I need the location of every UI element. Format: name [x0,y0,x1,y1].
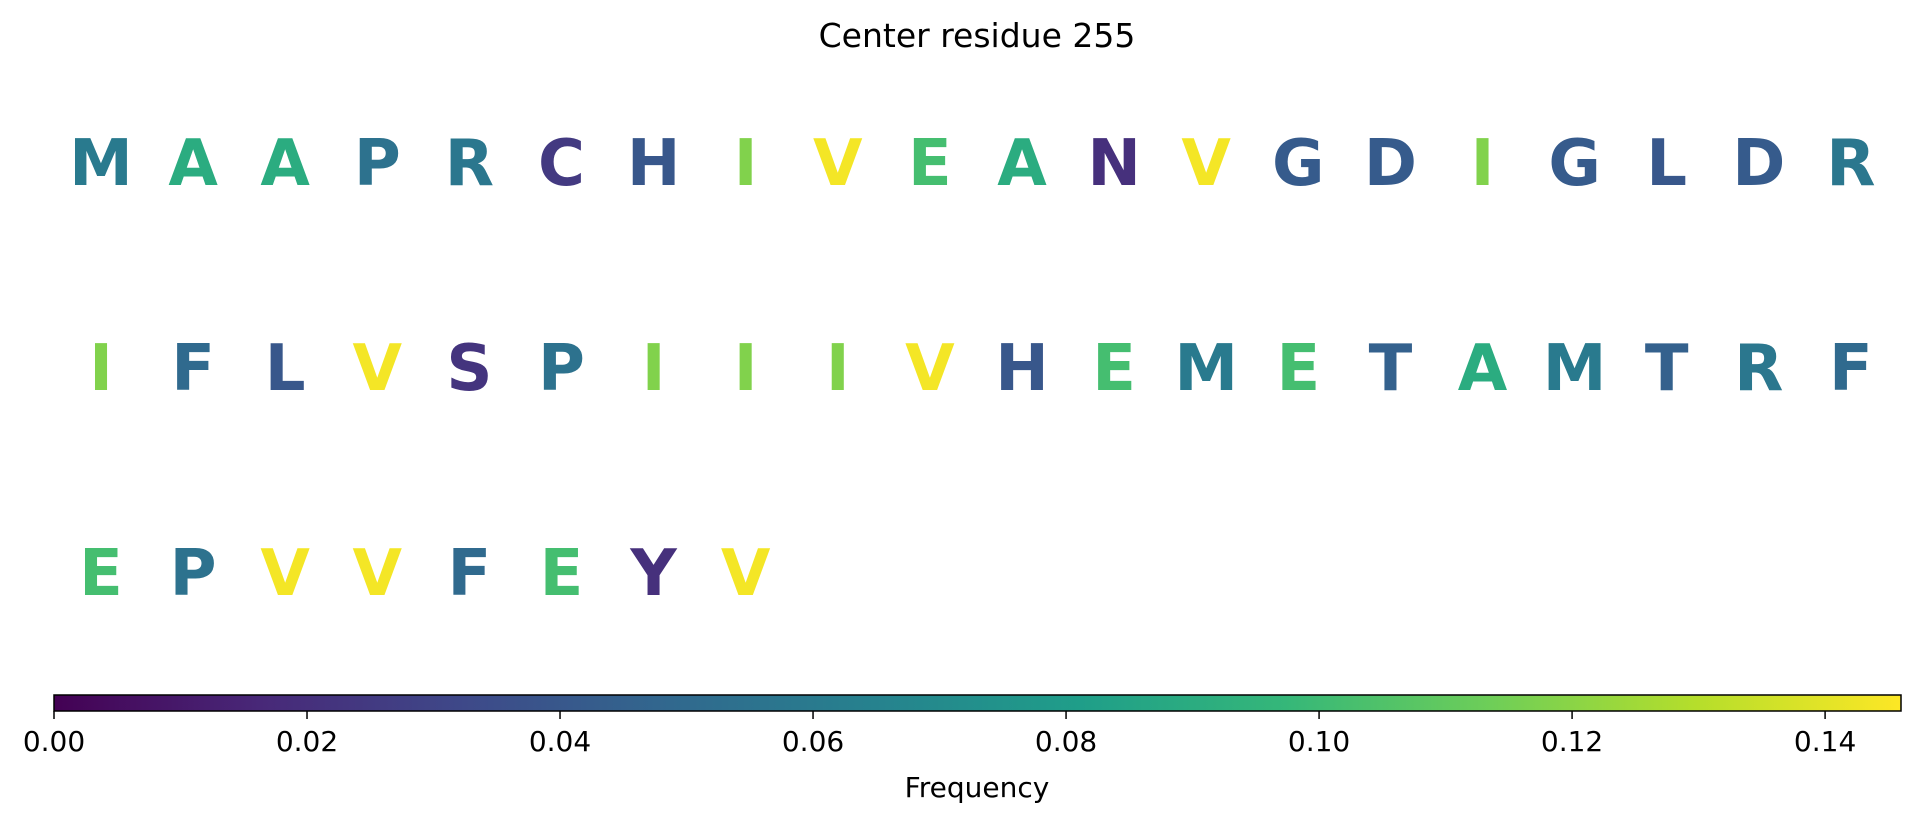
colorbar-tick-label: 0.10 [1288,725,1350,758]
residue-letter: E [540,537,584,611]
residue-letter: H [995,332,1049,406]
residue-letter: V [721,537,771,611]
residue-letter: L [265,332,306,406]
residue-letter: V [905,332,955,406]
residue-letter: Y [629,537,677,611]
residue-letter: H [627,127,681,201]
residue-letters: M A A P R C H I V E A N V G D I G L D RI F L V S P I I I V H E M E T A M T R F… [69,127,1875,611]
residue-letter: V [353,332,403,406]
colorbar-tick-label: 0.14 [1794,725,1856,758]
residue-letter: R [445,127,494,201]
residue-letter: I [1471,127,1495,201]
colorbar-gradient-bar [53,694,1902,712]
residue-letter: V [813,127,863,201]
residue-letter: T [1369,332,1413,406]
residue-letter: M [69,127,133,201]
residue-letter: R [1826,127,1875,201]
residue-letter: G [1272,127,1325,201]
colorbar-tick-label: 0.08 [1035,725,1097,758]
residue-letter: D [1732,127,1785,201]
chart-title: Center residue 255 [819,16,1136,55]
residue-letter: A [168,127,218,201]
residue-letter: E [1276,332,1320,406]
residue-letter: L [1646,127,1687,201]
residue-letter: E [1092,332,1136,406]
residue-letter: G [1548,127,1601,201]
residue-letter: N [1087,127,1141,201]
colorbar-tick-label: 0.06 [782,725,844,758]
residue-letter: I [89,332,113,406]
residue-letter: I [734,332,758,406]
residue-letter: C [538,127,585,201]
residue-letter: F [1829,332,1873,406]
residue-letter: F [448,537,492,611]
residue-letter: P [538,332,585,406]
colorbar-label: Frequency [905,771,1050,804]
residue-letter: P [170,537,217,611]
residue-letter: I [642,332,666,406]
residue-letter: S [446,332,492,406]
residue-letter: I [734,127,758,201]
residue-letter: D [1364,127,1417,201]
residue-letter: V [1181,127,1231,201]
colorbar-tick-label: 0.00 [23,725,85,758]
residue-letter: A [260,127,310,201]
colorbar-ticks: 0.00 0.02 0.04 0.06 0.08 0.10 0.12 0.14 [23,711,1856,758]
residue-letter: M [1543,332,1607,406]
colorbar-tick-label: 0.04 [529,725,591,758]
residue-letter: V [260,537,310,611]
residue-letter: V [353,537,403,611]
colorbar-tick-label: 0.12 [1541,725,1603,758]
residue-letter: A [997,127,1047,201]
residue-letter: I [826,332,850,406]
residue-letter: P [354,127,401,201]
residue-letter: A [1458,332,1508,406]
residue-letter: E [908,127,952,201]
colorbar-tick-label: 0.02 [276,725,338,758]
residue-letter: R [1734,332,1783,406]
residue-letter: T [1645,332,1689,406]
residue-letter: M [1174,332,1238,406]
residue-letter: E [79,537,123,611]
residue-letter: F [171,332,215,406]
colorbar: 0.00 0.02 0.04 0.06 0.08 0.10 0.12 0.14 Frequen… [23,694,1902,804]
